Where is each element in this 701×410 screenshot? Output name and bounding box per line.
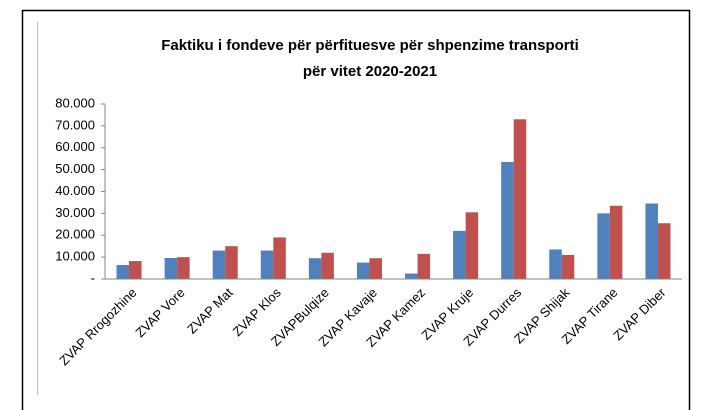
bar — [164, 258, 178, 279]
y-tick-label: 80.000 — [55, 95, 95, 110]
bar — [465, 212, 479, 279]
y-tick-label: 20.000 — [55, 227, 95, 242]
y-tick-label: 60.000 — [55, 139, 95, 154]
y-tick-label: 70.000 — [55, 117, 95, 132]
bar — [356, 262, 370, 279]
bar — [116, 265, 130, 279]
chart-title: për vitet 2020-2021 — [303, 63, 437, 80]
bar — [212, 250, 226, 279]
chart-frame — [21, 9, 691, 410]
bar — [501, 161, 514, 279]
chart-title: Faktiku i fondeve për përfituesve për sh… — [161, 37, 579, 54]
bar — [609, 205, 623, 279]
y-tick-label: 30.000 — [55, 205, 95, 220]
bar — [308, 258, 322, 279]
bar — [129, 261, 142, 279]
bar — [177, 257, 190, 279]
y-tick-label: 40.000 — [55, 183, 95, 198]
bar — [417, 253, 431, 279]
bar — [369, 258, 382, 279]
bar — [561, 254, 575, 279]
bar — [405, 273, 418, 279]
y-tick-label: - — [91, 270, 95, 285]
bar — [645, 203, 658, 279]
bar — [657, 223, 671, 279]
bar — [273, 237, 286, 279]
bar — [597, 213, 610, 279]
bar — [225, 246, 238, 279]
bar — [260, 250, 274, 279]
y-tick-label: 50.000 — [55, 161, 95, 176]
bar — [549, 249, 562, 279]
bar — [453, 230, 466, 279]
y-tick-label: 10.000 — [55, 249, 95, 264]
bar — [513, 119, 527, 279]
bar — [321, 252, 334, 279]
